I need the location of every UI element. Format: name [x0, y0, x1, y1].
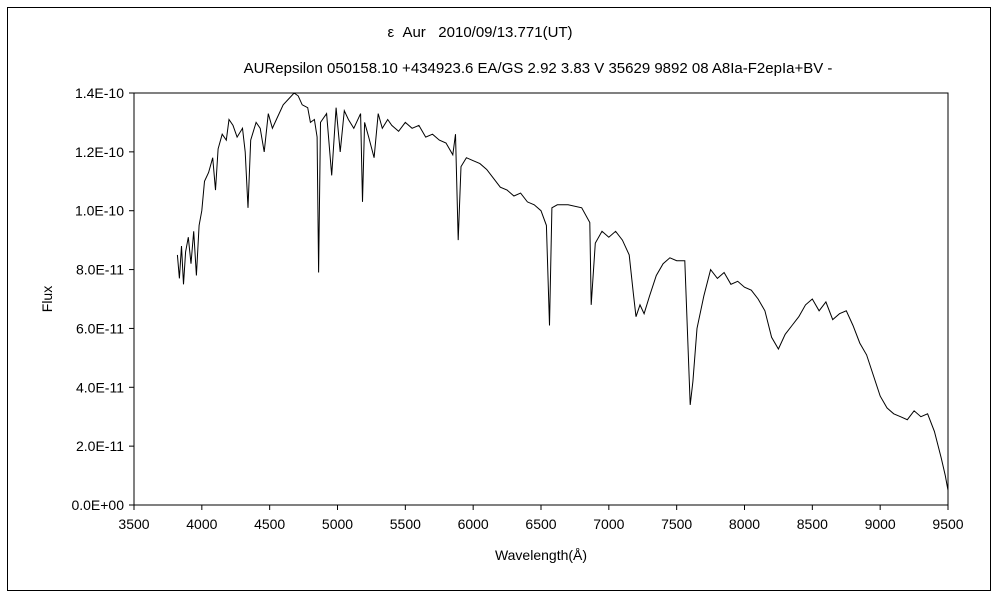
y-tick-label: 1.2E-10	[75, 144, 124, 160]
x-tick-label: 7500	[661, 516, 692, 532]
y-tick-label: 4.0E-11	[76, 379, 124, 395]
x-tick-label: 5000	[322, 516, 353, 532]
chart-frame	[7, 7, 991, 591]
chart-title: ε Aur 2010/09/13.771(UT)	[387, 24, 573, 41]
plot-area	[133, 92, 949, 506]
x-tick-label: 9000	[865, 516, 896, 532]
y-axis-ticks: 0.0E+00 2.0E-11 4.0E-11 6.0E-11 8.0E-11 1.0E-…	[71, 85, 134, 513]
y-tick-label: 6.0E-11	[76, 320, 124, 336]
x-axis-ticks: 3500 4000 4500 5000 5500 6000 6500 7000 7500 8000…	[118, 505, 964, 532]
x-tick-label: 7000	[593, 516, 624, 532]
y-tick-label: 2.0E-11	[76, 438, 124, 454]
y-tick-label: 8.0E-11	[76, 262, 124, 278]
x-tick-label: 3500	[118, 516, 149, 532]
x-tick-label: 5500	[390, 516, 421, 532]
y-axis-label: Flux	[39, 286, 55, 312]
x-tick-label: 9500	[932, 516, 963, 532]
x-axis-label: Wavelength(Å)	[495, 547, 587, 563]
x-tick-label: 8000	[729, 516, 760, 532]
y-tick-label: 0.0E+00	[71, 497, 124, 513]
x-tick-label: 8500	[797, 516, 828, 532]
spectrum-line	[176, 92, 949, 491]
chart-subtitle: AURepsilon 050158.10 +434923.6 EA/GS 2.9…	[243, 60, 833, 77]
y-tick-label: 1.4E-10	[75, 85, 124, 101]
x-tick-label: 6000	[458, 516, 489, 532]
x-tick-label: 4500	[254, 516, 285, 532]
y-tick-label: 1.0E-10	[75, 203, 124, 219]
x-tick-label: 6500	[525, 516, 556, 532]
x-tick-label: 4000	[186, 516, 217, 532]
